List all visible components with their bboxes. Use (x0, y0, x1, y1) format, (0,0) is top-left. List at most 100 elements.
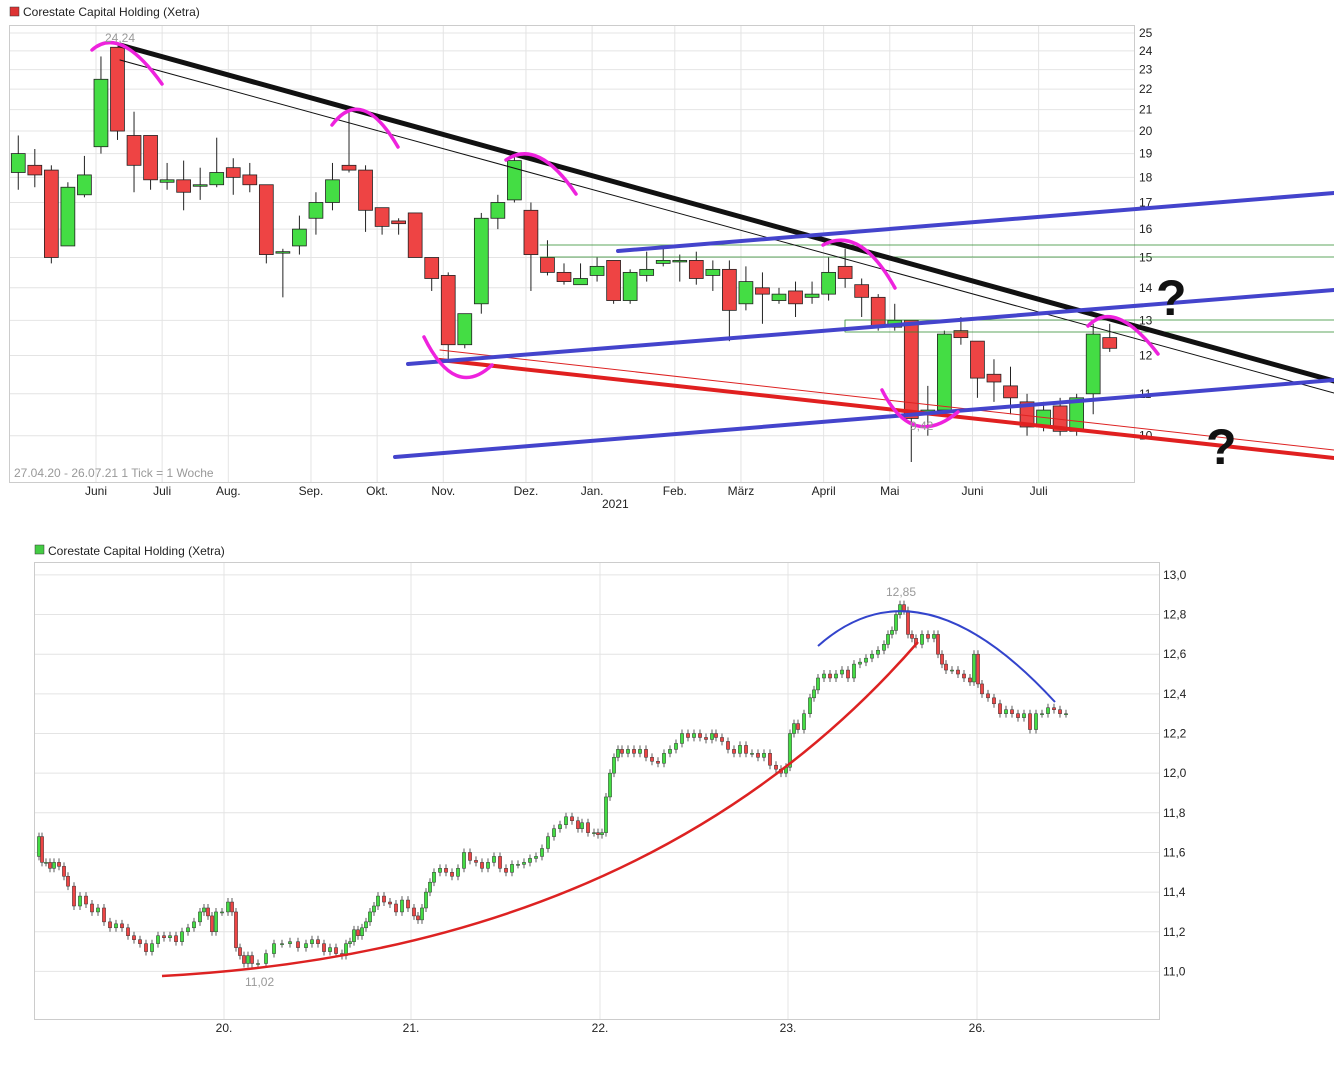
bottom-x-tick-label: 21. (403, 1021, 420, 1035)
bottom-candle-body (72, 885, 76, 907)
bottom-y-tick-label: 12,2 (1163, 727, 1187, 741)
bottom-candle-body (492, 856, 496, 863)
bottom-candle-body (388, 901, 392, 905)
bottom-candle-body (420, 907, 424, 921)
bottom-candle-body (564, 816, 568, 825)
bottom-candle-body (980, 683, 984, 695)
top-x-tick-label: April (812, 484, 836, 498)
bottom-candle-body (78, 895, 82, 907)
top-candle-body (292, 228, 307, 247)
top-candle-body (722, 268, 737, 311)
top-candle-body (1085, 333, 1101, 395)
bottom-candle-body (246, 955, 250, 964)
bottom-candle-body (428, 881, 432, 893)
bottom-candle-body (57, 862, 61, 867)
bottom-candle-body (1010, 709, 1014, 714)
bottom-candle-body (600, 832, 604, 835)
bottom-candle-body (998, 703, 1002, 714)
bottom-candle-body (510, 864, 514, 873)
bottom-candle-body (906, 610, 910, 635)
bottom-candle-body (840, 669, 844, 675)
bottom-candle-body (644, 749, 648, 758)
bottom-candle-body (444, 868, 448, 873)
top-x-tick-label: Juni (961, 484, 983, 498)
bottom-candle-body (936, 634, 940, 655)
top-candle-body (639, 268, 655, 276)
bottom-candle-body (756, 753, 760, 758)
bottom-y-tick-label: 11,0 (1163, 964, 1186, 978)
bottom-candle-body (962, 673, 966, 679)
top-candle-body (606, 260, 621, 301)
bottom-candle-body (940, 653, 944, 665)
top-candle-body (473, 217, 489, 305)
top-candle-body (953, 330, 969, 339)
top-y-tick-label: 25 (1139, 26, 1153, 40)
trendline-thin-black (119, 59, 1334, 394)
bottom-candle-body (310, 939, 314, 944)
bottom-candle-body (698, 733, 702, 738)
bottom-candle-body (852, 663, 856, 679)
bottom-candle-body (432, 872, 436, 883)
bottom-candle-body (206, 907, 210, 917)
question-mark-lower: ? (1206, 419, 1237, 475)
bottom-arc (880, 388, 960, 429)
bottom-candle-body (596, 832, 600, 835)
bottom-candle-body (796, 723, 800, 730)
bottom-candle-body (714, 733, 718, 738)
bottom-candle-body (44, 862, 48, 864)
top-y-tick-label: 18 (1139, 170, 1153, 184)
bottom-candle-body (720, 737, 724, 742)
bottom-candle-body (416, 915, 420, 921)
bottom-candle-body (616, 749, 620, 758)
bottom-candle-body (750, 753, 754, 755)
bottom-candle-body (376, 895, 380, 907)
top-candle-body (755, 287, 770, 295)
bottom-candle-body (822, 673, 826, 679)
bottom-plot-area (34, 562, 1160, 1020)
top-candle-body (573, 278, 588, 286)
bottom-candle-body (220, 911, 224, 914)
top-x-tick-label: Mai (880, 484, 899, 498)
top-candle-body (159, 179, 175, 183)
bottom-candle-body (250, 955, 254, 964)
bottom-y-tick-label: 11,2 (1163, 925, 1186, 939)
bottom-candle-body (876, 649, 880, 655)
bottom-candle-body (150, 943, 154, 952)
bottom-candle-body (400, 899, 404, 913)
bottom-x-tick-label: 22. (592, 1021, 609, 1035)
bottom-candle-body (37, 836, 41, 857)
top-candle-body (424, 257, 440, 279)
bottom-x-tick-label: 23. (780, 1021, 797, 1035)
top-x-tick-label: Sep. (299, 484, 324, 498)
bottom-candle-body (328, 947, 332, 952)
bottom-candle-body (348, 941, 352, 944)
bottom-candle-body (126, 927, 130, 936)
bottom-candle-body (382, 895, 386, 903)
bottom-candle-body (406, 899, 410, 909)
bottom-candle-body (834, 673, 838, 679)
bottom-candle-body (738, 745, 742, 754)
bottom-candle-body (580, 822, 584, 829)
channel-line-blue (393, 378, 1334, 459)
bottom-candle-body (570, 816, 574, 821)
bottom-candle-body (138, 939, 142, 944)
bottom-candle-body (788, 733, 792, 768)
top-arc (330, 107, 400, 149)
bottom-candle-body (592, 832, 596, 834)
bottom-candle-body (256, 963, 260, 965)
bottom-candle-body (1016, 713, 1020, 718)
bottom-candle-body (528, 858, 532, 863)
top-candle-body (937, 333, 952, 411)
bottom-candle-body (608, 772, 612, 798)
bottom-candle-body (808, 697, 812, 714)
bottom-candle-body (52, 862, 56, 869)
channel-line-blue (406, 288, 1334, 366)
bottom-candle-body (234, 911, 238, 948)
bottom-candle-body (626, 749, 630, 754)
top-candle-body (10, 153, 26, 173)
top-arc (504, 152, 578, 196)
bottom-candle-body (552, 828, 556, 837)
bottom-candle-body (744, 745, 748, 754)
bottom-candle-body (576, 820, 580, 829)
